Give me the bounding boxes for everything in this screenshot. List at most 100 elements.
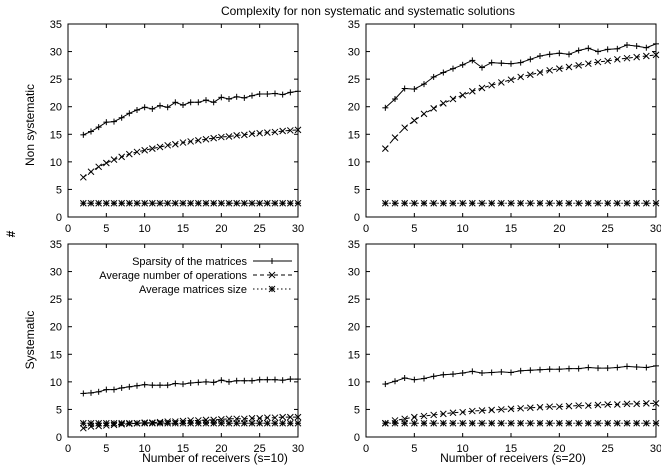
data-point — [517, 419, 525, 427]
data-point — [555, 199, 563, 207]
data-point — [187, 379, 194, 386]
legend-label: Average matrices size — [139, 284, 247, 296]
x-tick-label: 30 — [292, 443, 304, 455]
data-point — [508, 369, 514, 376]
data-point — [194, 199, 202, 207]
data-point — [218, 377, 225, 384]
data-point — [420, 419, 428, 427]
data-point — [449, 419, 457, 427]
data-point — [141, 104, 148, 111]
data-point — [652, 199, 660, 207]
x-tick-label: 0 — [65, 223, 71, 235]
data-point — [517, 404, 525, 412]
data-point — [133, 148, 141, 156]
data-point — [584, 402, 592, 409]
series-line-1 — [384, 43, 657, 109]
x-tick-label: 15 — [177, 223, 189, 235]
data-point — [613, 199, 621, 207]
series-line-2 — [83, 129, 299, 178]
x-tick-label: 25 — [602, 443, 614, 455]
data-point — [478, 419, 486, 427]
data-point — [498, 60, 505, 67]
data-point — [449, 409, 457, 417]
data-point — [279, 419, 287, 427]
x-tick-label: 10 — [457, 223, 469, 235]
data-point — [210, 134, 218, 142]
data-point — [439, 410, 447, 418]
data-point — [604, 419, 612, 427]
data-point — [459, 61, 466, 68]
data-point — [604, 57, 612, 65]
y-tick-label: 5 — [354, 404, 360, 416]
y-tick-label: 20 — [348, 102, 360, 114]
data-point — [623, 54, 631, 62]
data-point — [125, 419, 133, 427]
data-point — [294, 199, 302, 207]
data-point — [575, 199, 583, 207]
data-point — [233, 419, 241, 427]
legend-label: Sparsity of the matrices — [132, 256, 247, 268]
data-point — [294, 419, 302, 427]
data-point — [194, 136, 202, 144]
legend-label: Average number of operations — [99, 270, 247, 282]
data-point — [450, 371, 456, 378]
data-point — [468, 87, 476, 95]
data-point — [148, 199, 156, 207]
data-point — [203, 97, 209, 104]
data-point — [507, 76, 515, 84]
data-point — [565, 402, 573, 410]
data-point — [566, 51, 572, 58]
data-point — [652, 419, 660, 427]
data-point — [164, 199, 172, 207]
data-point — [248, 414, 256, 422]
data-point — [643, 364, 650, 371]
data-point — [272, 90, 278, 97]
y-tick-label: 30 — [348, 47, 360, 59]
data-point — [604, 199, 612, 207]
data-point — [279, 91, 286, 98]
data-point — [488, 419, 496, 427]
plot-frame — [67, 23, 299, 218]
data-point — [295, 88, 301, 95]
data-point — [526, 419, 534, 427]
data-point — [401, 199, 409, 207]
data-point — [459, 370, 466, 377]
data-point — [141, 381, 148, 388]
data-point — [133, 199, 141, 207]
x-tick-label: 30 — [650, 443, 661, 455]
y-tick-label: 0 — [56, 212, 62, 224]
data-point — [391, 134, 399, 141]
data-point — [134, 382, 140, 389]
data-point — [575, 402, 583, 409]
x-axis-label-right: Number of receivers (s=20) — [440, 451, 586, 465]
data-point — [633, 400, 641, 408]
data-point — [430, 373, 437, 380]
data-point — [537, 366, 543, 373]
data-point — [440, 371, 447, 378]
data-point — [79, 419, 87, 427]
data-point — [430, 411, 438, 419]
data-point — [118, 419, 126, 427]
data-point — [613, 55, 621, 63]
data-point — [613, 419, 621, 427]
series-line-2 — [384, 54, 657, 149]
data-point — [526, 404, 534, 412]
data-point — [118, 153, 126, 161]
data-point — [95, 163, 103, 171]
data-point — [256, 91, 263, 98]
data-point — [264, 376, 271, 383]
data-point — [526, 199, 534, 207]
data-point — [411, 86, 418, 93]
data-point — [80, 131, 87, 138]
data-point — [102, 159, 110, 167]
y-tick-label: 10 — [348, 157, 360, 169]
data-point — [249, 92, 255, 99]
data-point — [382, 104, 389, 111]
data-point — [488, 81, 496, 89]
data-point — [604, 46, 611, 53]
data-point — [604, 365, 611, 372]
data-point — [488, 59, 495, 66]
data-point — [469, 368, 476, 375]
data-point — [125, 199, 133, 207]
x-tick-label: 30 — [650, 223, 661, 235]
